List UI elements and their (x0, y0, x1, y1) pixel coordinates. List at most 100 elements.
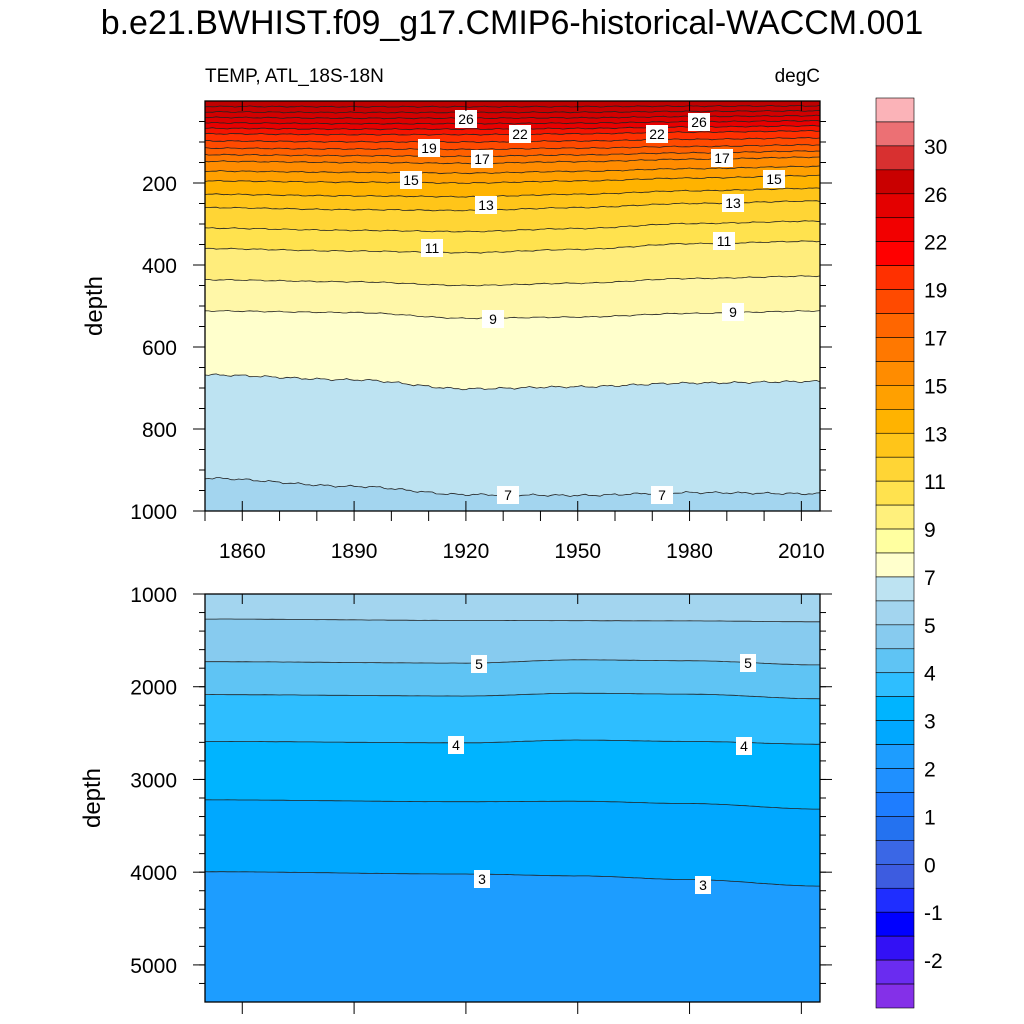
contour-line (205, 618, 820, 623)
upper-contour-labels: 26 22 19 17 15 13 11 9 7 26 22 17 15 13 11 9 7 (400, 110, 785, 504)
contour-line (205, 220, 820, 233)
contour-line (205, 174, 820, 184)
x-tick-label: 2010 (778, 540, 825, 563)
colorbar-label: 9 (924, 519, 936, 542)
contour-label-box (475, 196, 497, 214)
contour-line (205, 120, 820, 125)
contour-label-text: 9 (489, 311, 497, 327)
contour-label-text: 3 (699, 877, 707, 893)
contour-label-box (722, 194, 744, 212)
colorbar-label: 17 (924, 327, 947, 350)
contour-label-text: 19 (421, 140, 437, 156)
colorbar-label: 2 (924, 759, 936, 782)
x-tick-label: 1950 (554, 540, 601, 563)
colorbar-swatch (875, 600, 915, 626)
contour-label: 3 (474, 870, 490, 888)
colorbar-label: -1 (924, 902, 943, 925)
contour-label-text: 4 (740, 738, 748, 754)
band-deep (205, 594, 820, 622)
colorbar-swatch (875, 983, 915, 1009)
colorbar-swatch (875, 959, 915, 985)
colorbar-label: 22 (924, 232, 947, 255)
colorbar-swatch (875, 504, 915, 530)
colorbar-swatch (875, 361, 915, 386)
colorbar-label: 13 (924, 423, 947, 446)
contour-label-box (455, 110, 477, 128)
contour-line (205, 109, 820, 114)
contour-line (205, 275, 820, 287)
colorbar-label: 4 (924, 663, 936, 686)
y-tick-label: 3000 (130, 769, 177, 792)
contour-label: 5 (471, 655, 487, 673)
deep-contour-lines (205, 618, 820, 887)
y-tick-label: 600 (142, 337, 177, 360)
contour-label: 3 (695, 876, 711, 894)
colorbar-swatch (875, 576, 915, 602)
contour-label: 19 (418, 139, 440, 157)
contour-line (205, 187, 820, 198)
colorbar-swatch (875, 217, 915, 242)
deep-filled-contours (205, 594, 820, 1002)
colorbar-label: 0 (924, 854, 936, 877)
colorbar-swatch (875, 528, 915, 554)
contour-label: 22 (646, 125, 668, 143)
contour-label: 15 (763, 170, 785, 188)
contour-label-box (471, 150, 493, 168)
y-tick-label: 5000 (130, 955, 177, 978)
contour-label-text: 7 (504, 487, 512, 503)
colorbar-swatch (875, 887, 915, 913)
contour-label-text: 3 (478, 871, 486, 887)
deep-axis-ticks: 1000 2000 3000 4000 5000 (130, 584, 832, 1014)
contour-label-text: 13 (725, 195, 741, 211)
contour-label: 5 (740, 654, 756, 672)
contour-label: 11 (713, 232, 735, 250)
colorbar-labels: 30 26 22 19 17 15 13 11 9 7 5 4 3 2 1 0 -1 -2 (924, 136, 947, 973)
contour-label-box (651, 486, 673, 504)
colorbar-swatch (875, 480, 915, 506)
contour-label: 4 (736, 737, 752, 755)
contour-line (205, 739, 820, 745)
colorbar-swatch (875, 97, 915, 123)
y-tick-label: 1000 (130, 501, 177, 524)
contour-label-text: 7 (658, 487, 666, 503)
contour-label-text: 22 (649, 126, 665, 142)
colorbar-label: 1 (924, 806, 936, 829)
contour-label: 11 (421, 239, 443, 257)
contour-label-text: 22 (512, 126, 528, 142)
contour-label: 17 (711, 149, 733, 167)
contour-label: 22 (509, 125, 531, 143)
colorbar-swatches (875, 97, 915, 1009)
colorbar-swatch (875, 672, 915, 697)
contour-line (205, 309, 820, 320)
colorbar-swatch (875, 385, 915, 410)
deep-contour-labels: 5 5 4 4 3 3 (448, 654, 756, 894)
contour-label-text: 11 (717, 233, 732, 249)
contour-label-box (695, 876, 711, 894)
contour-label-box (474, 870, 490, 888)
colorbar-swatch (875, 169, 915, 195)
colorbar-swatch (875, 648, 915, 674)
contour-label: 26 (455, 110, 477, 128)
upper-axis-ticks: 1860 1890 1920 1950 1980 2010 200 400 600 800 1000 (130, 101, 832, 563)
y-tick-label: 4000 (130, 862, 177, 885)
colorbar-swatch (875, 552, 915, 578)
colorbar: 30 26 22 19 17 15 13 11 9 7 5 4 3 2 1 0 -1 -2 (875, 97, 947, 1009)
contour-label-text: 5 (744, 655, 752, 671)
upper-y-axis-title: depth (81, 276, 108, 336)
colorbar-label: -2 (924, 950, 943, 973)
upper-left-string: TEMP, ATL_18S-18N (205, 66, 384, 87)
contour-label-text: 15 (403, 172, 419, 188)
contour-label-text: 11 (425, 240, 440, 256)
contour-line (205, 373, 820, 391)
contour-label: 13 (475, 196, 497, 214)
colorbar-swatch (875, 265, 915, 290)
colorbar-swatch (875, 816, 915, 841)
contour-label-box (509, 125, 531, 143)
colorbar-label: 30 (924, 136, 947, 159)
contour-label-box (740, 654, 756, 672)
colorbar-swatch (875, 768, 915, 793)
contour-label-box (713, 232, 735, 250)
contour-label: 9 (722, 303, 744, 321)
contour-label: 9 (482, 310, 504, 328)
